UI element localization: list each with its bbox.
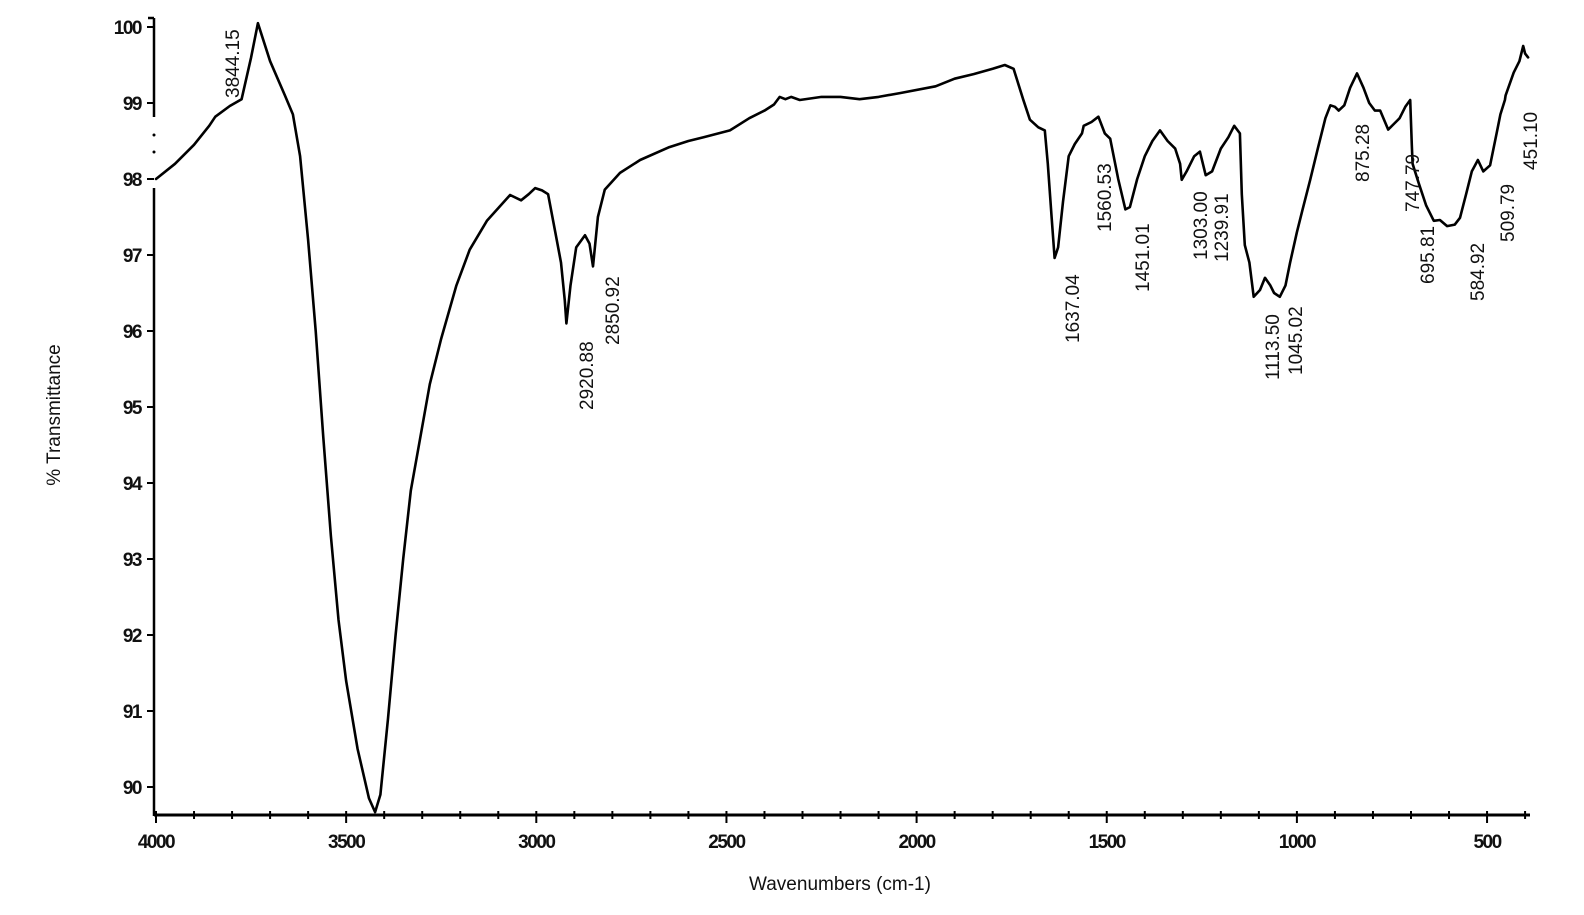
x-tick-label: 3500 [328, 832, 365, 853]
x-tick-label: 1000 [1279, 832, 1316, 853]
x-ticks: 4000 3500 3000 2500 2000 1500 1000 500 [138, 811, 1527, 853]
y-axis: 90 91 92 93 94 95 96 97 98 99 100 [114, 16, 156, 816]
y-tick-label: 99 [123, 94, 142, 115]
peak-label: 1239.91 [1212, 193, 1233, 262]
peak-label: 1560.53 [1095, 163, 1116, 232]
y-tick-label: 98 [123, 170, 142, 191]
peak-label: 695.81 [1418, 226, 1439, 284]
peak-label: 747.79 [1403, 154, 1424, 212]
y-axis-break-dot [152, 150, 156, 154]
y-tick-label: 100 [114, 18, 142, 39]
y-tick-label: 97 [123, 246, 142, 267]
x-axis: 4000 3500 3000 2500 2000 1500 1000 500 [138, 811, 1530, 853]
peak-label: 875.28 [1353, 124, 1374, 182]
y-tick-label: 92 [123, 626, 142, 647]
y-axis-break-dot [152, 133, 156, 137]
peak-label: 1113.50 [1263, 314, 1284, 380]
x-tick-label: 3000 [518, 832, 555, 853]
x-tick-label: 4000 [138, 832, 175, 853]
peak-label: 1451.01 [1133, 223, 1154, 292]
peak-label: 2850.92 [603, 276, 624, 345]
y-tick-label: 95 [123, 398, 143, 419]
x-tick-label: 500 [1473, 832, 1501, 853]
x-axis-title: Wavenumbers (cm-1) [749, 874, 931, 895]
peak-label: 1303.00 [1191, 191, 1212, 260]
y-tick-label: 96 [123, 322, 142, 343]
peak-label: 3844.15 [223, 29, 244, 98]
x-tick-label: 2000 [898, 832, 935, 853]
y-tick-label: 90 [123, 778, 142, 799]
y-tick-label: 91 [123, 702, 143, 723]
peak-label: 1045.02 [1286, 306, 1307, 375]
y-axis-title: % Transmittance [44, 344, 65, 486]
peak-label: 451.10 [1521, 112, 1542, 170]
peak-label: 2920.88 [577, 341, 598, 410]
spectrum-line [154, 21, 1530, 814]
x-tick-label: 1500 [1089, 832, 1126, 853]
peak-label: 509.79 [1498, 184, 1519, 242]
y-tick-label: 93 [123, 550, 142, 571]
y-tick-label: 94 [123, 474, 143, 495]
peak-label: 1637.04 [1063, 274, 1084, 343]
y-ticks: 90 91 92 93 94 95 96 97 98 99 100 [114, 18, 154, 799]
peak-label: 584.92 [1468, 243, 1489, 301]
x-tick-label: 2500 [708, 832, 745, 853]
